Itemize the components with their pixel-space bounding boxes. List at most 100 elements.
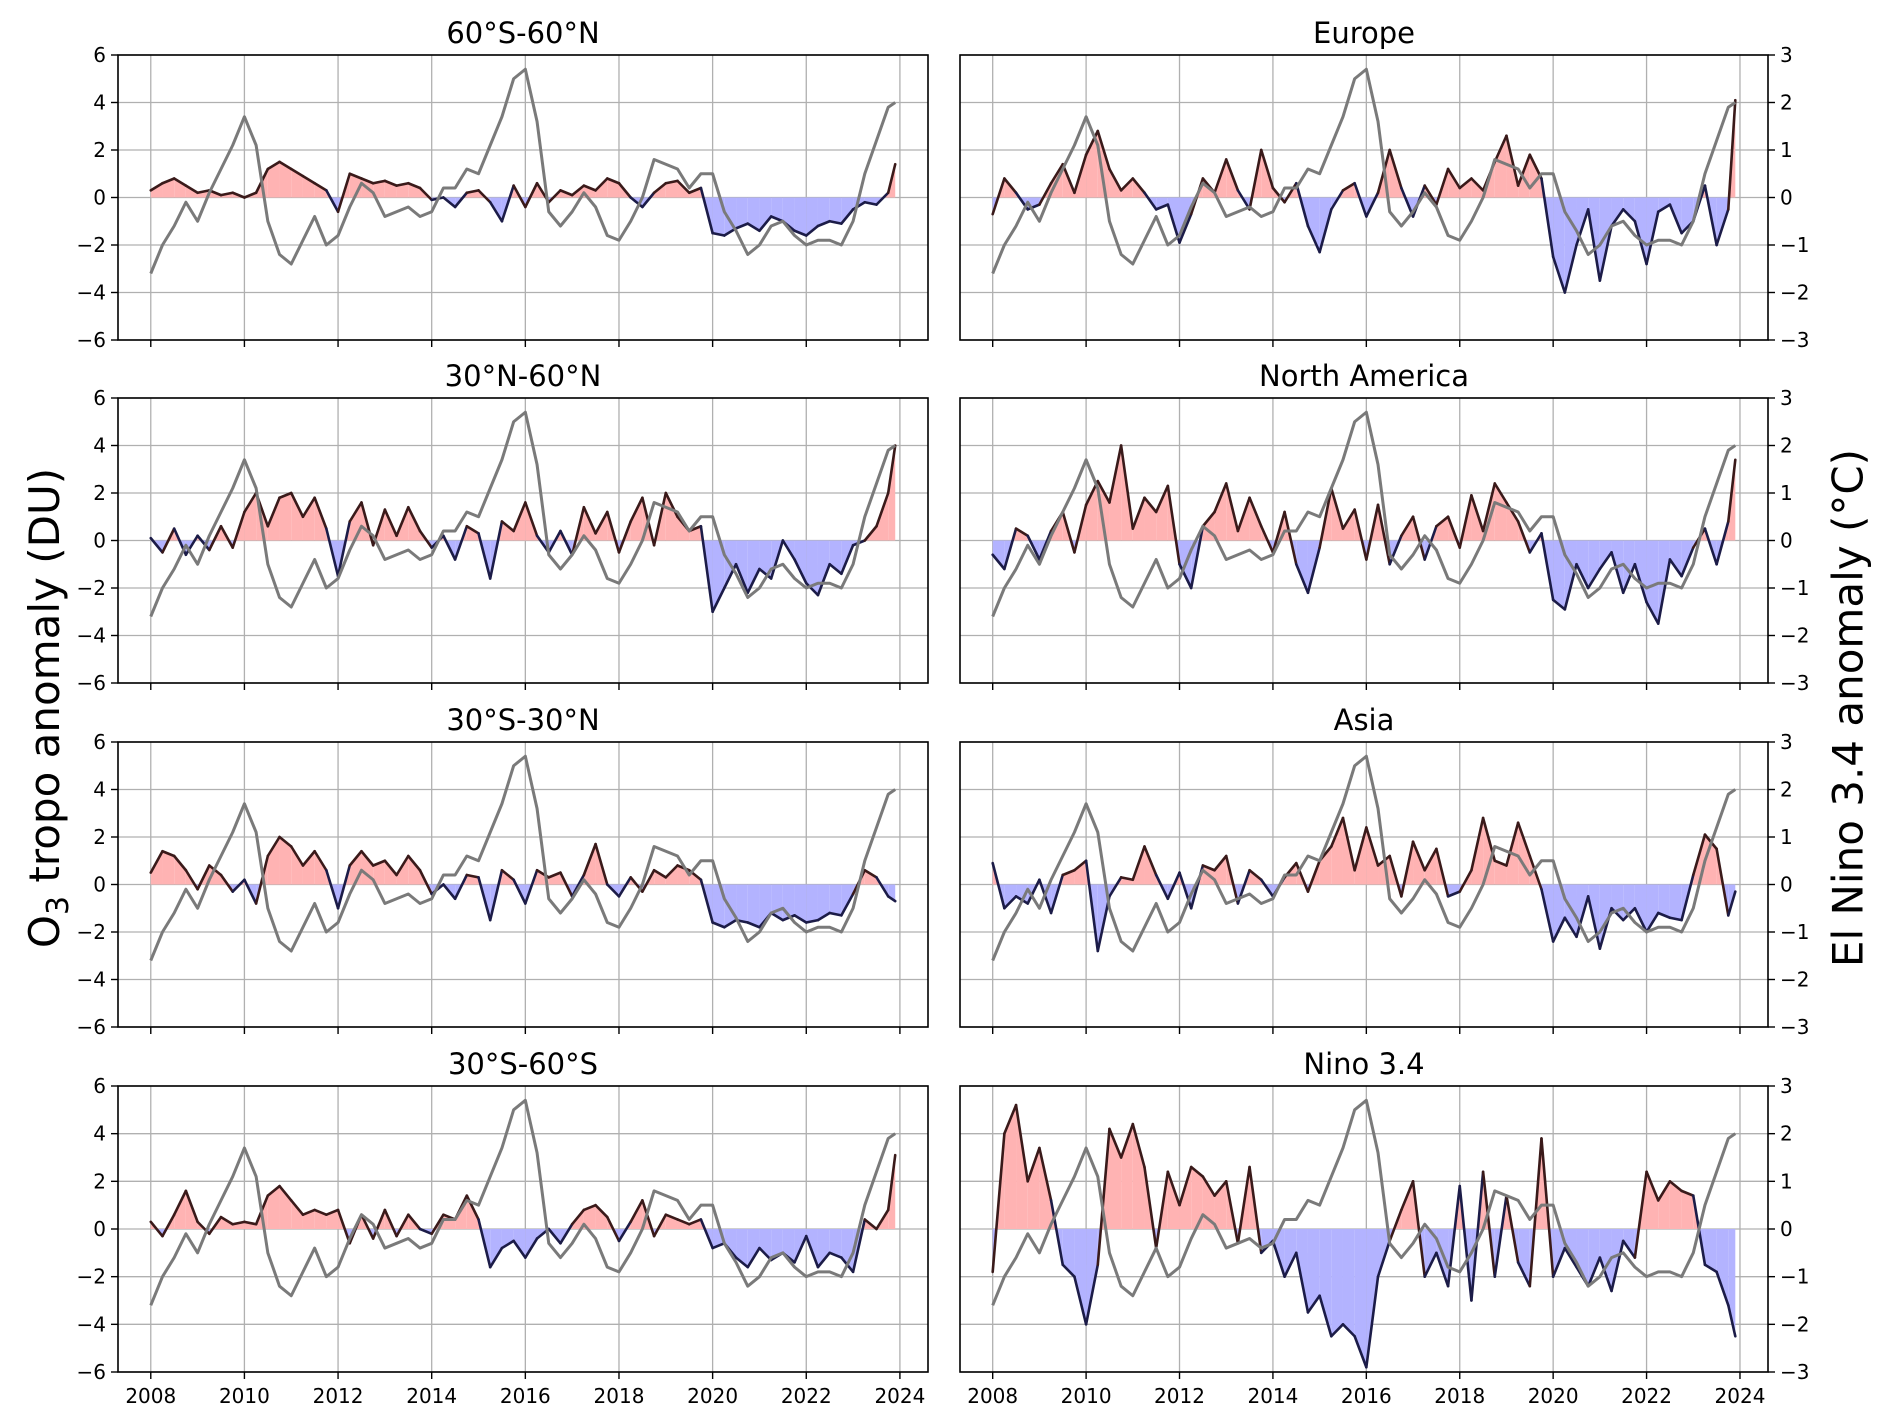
o3-anomaly-line — [243, 191, 258, 199]
anomaly-fill — [1669, 884, 1682, 921]
anomaly-fill — [1599, 884, 1612, 949]
o3-anomaly-line — [243, 491, 258, 514]
o3-anomaly-line — [1224, 482, 1240, 533]
o3-anomaly-line — [1470, 1170, 1485, 1302]
o3-anomaly-line — [1458, 1184, 1473, 1302]
o3-anomaly-line — [652, 1213, 668, 1238]
o3-anomaly-line — [594, 177, 609, 192]
anomaly-fill — [1331, 1229, 1343, 1337]
o3-anomaly-line — [477, 189, 492, 204]
o3-anomaly-line — [1645, 911, 1660, 934]
anomaly-fill — [1704, 1229, 1717, 1272]
o3-anomaly-line — [196, 864, 211, 891]
anomaly-fill — [174, 856, 186, 885]
o3-anomaly-line — [266, 160, 281, 171]
o3-anomaly-line — [875, 491, 890, 528]
o3-anomaly-line — [371, 1208, 387, 1240]
anomaly-fill — [1564, 197, 1577, 293]
right-tick-label: −1 — [1780, 576, 1809, 600]
anomaly-fill — [291, 169, 303, 198]
y-tick-label: −4 — [77, 281, 106, 305]
o3-anomaly-line — [289, 845, 305, 867]
x-tick-label: 2024 — [1715, 1384, 1766, 1408]
o3-anomaly-line — [512, 1239, 527, 1259]
o3-anomaly-line — [1224, 158, 1240, 192]
o3-anomaly-line — [1365, 826, 1380, 867]
anomaly-fill — [1296, 540, 1308, 593]
o3-anomaly-line — [406, 854, 422, 872]
anomaly-fill — [408, 856, 420, 885]
o3-anomaly-line — [570, 1208, 586, 1226]
o3-anomaly-line — [1563, 916, 1578, 939]
o3-anomaly-line — [430, 1213, 445, 1236]
o3-anomaly-line — [1727, 890, 1737, 917]
o3-anomaly-line — [1073, 153, 1088, 195]
enso-line — [149, 67, 897, 275]
panel-0: −6 −4 −2 0 2 4 6 60°S-60°N — [77, 16, 929, 352]
o3-anomaly-line — [582, 1203, 597, 1212]
anomaly-fill — [736, 197, 748, 229]
anomaly-fill — [1016, 884, 1028, 904]
o3-anomaly-line — [1154, 203, 1170, 211]
o3-anomaly-line — [875, 1208, 890, 1231]
o3-anomaly-line — [676, 179, 691, 195]
o3-anomaly-line — [547, 529, 562, 554]
anomaly-fill — [384, 860, 397, 885]
o3-anomaly-line — [1061, 162, 1076, 195]
o3-anomaly-line — [1119, 177, 1135, 192]
y-tick-label: 6 — [93, 1074, 106, 1098]
o3-anomaly-line — [991, 553, 1006, 571]
o3-anomaly-line — [793, 558, 808, 585]
o3-anomaly-line — [652, 868, 668, 879]
o3-anomaly-line — [1073, 859, 1088, 872]
o3-anomaly-line — [1143, 845, 1158, 877]
o3-anomaly-line — [582, 184, 597, 192]
enso-line — [149, 410, 897, 618]
anomaly-fill — [501, 1229, 514, 1249]
data-group — [991, 754, 1737, 962]
anomaly-fill — [595, 1205, 608, 1229]
anomaly-fill — [1553, 540, 1565, 610]
o3-anomaly-line — [465, 189, 480, 195]
anomaly-fill — [1342, 183, 1355, 198]
y-tick-label: 2 — [93, 1169, 106, 1193]
o3-anomaly-line — [629, 1199, 644, 1224]
o3-anomaly-line — [1189, 1165, 1205, 1178]
o3-anomaly-line — [664, 179, 679, 185]
anomaly-fill — [712, 884, 725, 928]
o3-anomaly-line — [711, 921, 726, 929]
o3-anomaly-line — [1505, 821, 1520, 867]
panel-title: 30°S-60°S — [448, 1047, 598, 1081]
o3-anomaly-line — [1108, 1127, 1123, 1159]
anomaly-fill — [712, 540, 725, 612]
anomaly-fill — [1156, 485, 1168, 541]
o3-anomaly-line — [1236, 496, 1251, 533]
o3-anomaly-line — [1131, 1122, 1146, 1169]
y-tick-label: −4 — [77, 1312, 106, 1336]
o3-anomaly-line — [629, 496, 644, 523]
o3-anomaly-line — [161, 849, 176, 858]
anomaly-fill — [747, 884, 760, 928]
o3-anomaly-line — [1493, 859, 1508, 867]
o3-anomaly-line — [348, 849, 363, 867]
anomaly-fill — [1576, 540, 1589, 588]
y-tick-label: −2 — [77, 233, 106, 257]
o3-anomaly-line — [1411, 1180, 1427, 1278]
o3-anomaly-line — [1470, 177, 1485, 192]
o3-anomaly-line — [1026, 878, 1041, 905]
o3-anomaly-line — [816, 911, 831, 922]
y-tick-label: −2 — [77, 576, 106, 600]
o3-anomaly-line — [1306, 1294, 1321, 1314]
anomaly-fill — [1436, 516, 1449, 541]
o3-anomaly-line — [1166, 484, 1181, 566]
anomaly-fill — [466, 526, 479, 541]
panel-title: Nino 3.4 — [1303, 1047, 1424, 1081]
panel-5: −3 −2 −1 0 1 2 3 Asia — [959, 703, 1809, 1039]
anomaly-fill — [1319, 1229, 1332, 1337]
enso-line — [991, 1098, 1737, 1306]
o3-anomaly-line — [641, 868, 656, 893]
o3-anomaly-line — [804, 581, 820, 597]
o3-anomaly-line — [1038, 529, 1053, 561]
o3-anomaly-line — [1248, 496, 1263, 528]
o3-anomaly-line — [1458, 868, 1473, 893]
